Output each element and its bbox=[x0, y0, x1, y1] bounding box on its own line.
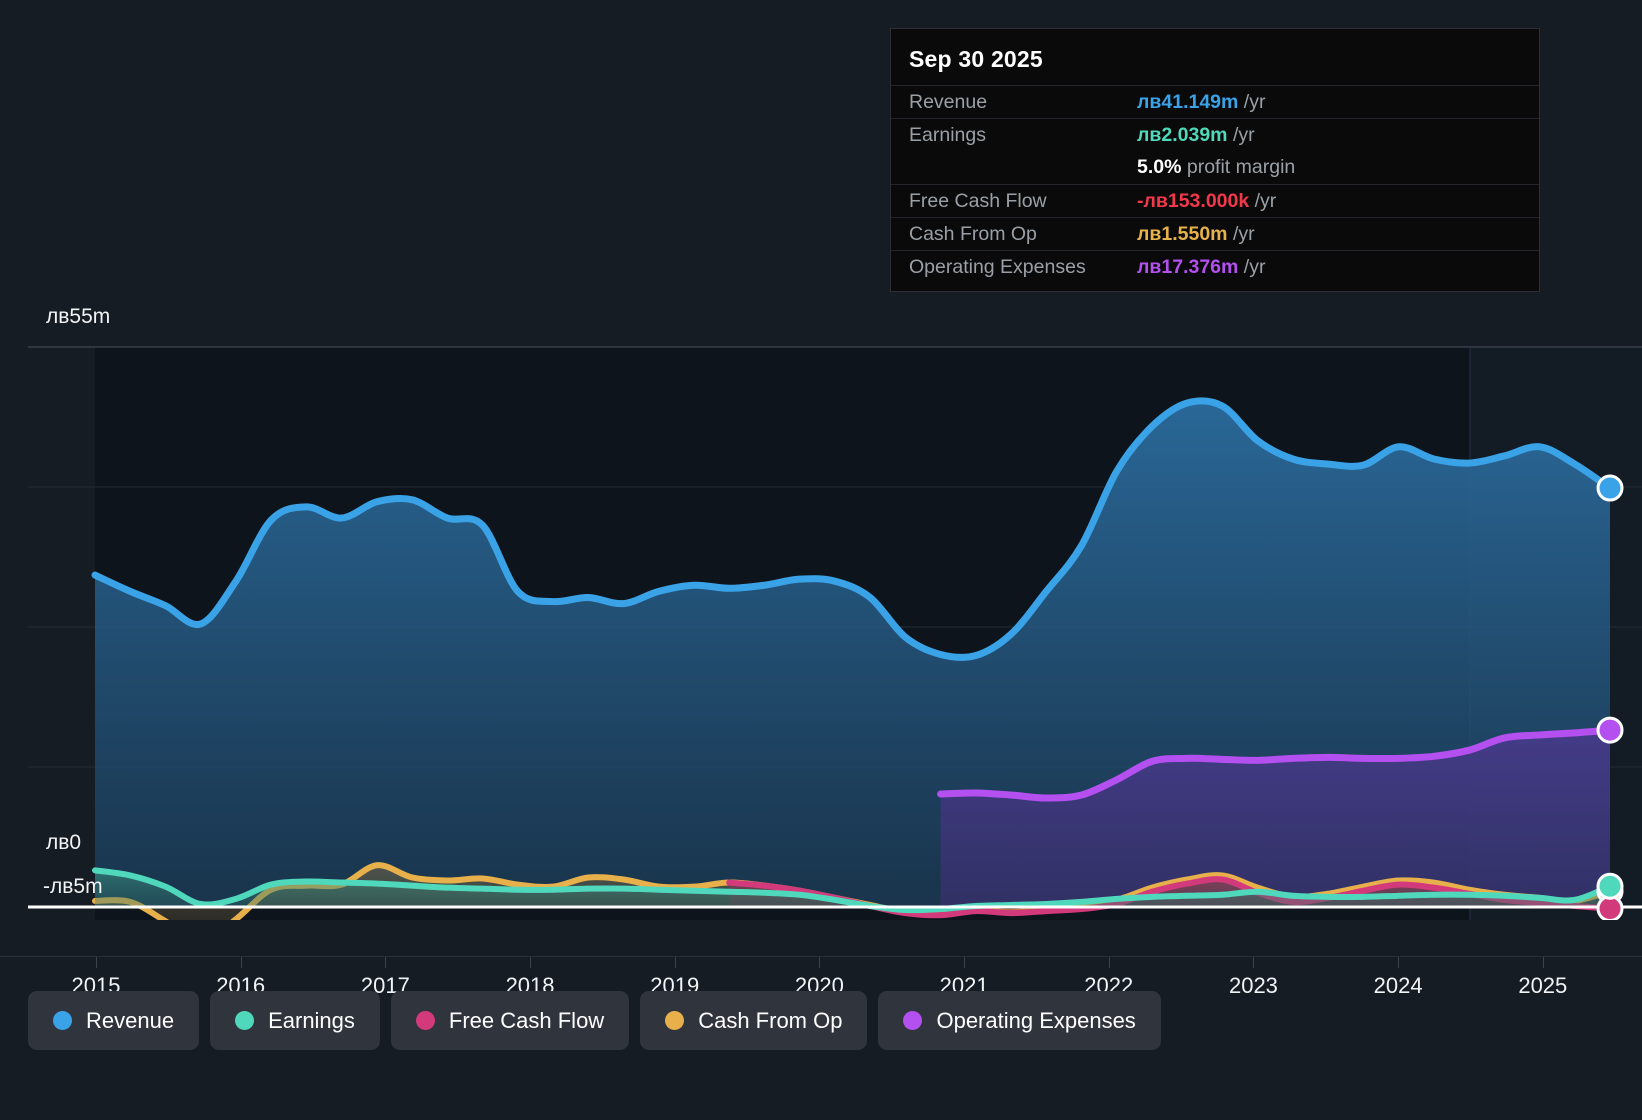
x-axis-label-2023: 2023 bbox=[1228, 973, 1278, 998]
x-axis-label-2024: 2024 bbox=[1373, 973, 1423, 998]
x-axis-tick bbox=[1542, 957, 1544, 968]
legend-item-cash-from-op[interactable]: Cash From Op bbox=[640, 991, 868, 1050]
x-axis-tick bbox=[674, 957, 676, 968]
summary-number-cash-from-op: лв1.550m bbox=[1137, 222, 1228, 245]
x-axis-tick bbox=[1253, 957, 1255, 968]
y-axis-label-zero: лв0 bbox=[46, 831, 82, 854]
legend-color-dot-icon bbox=[665, 1011, 685, 1030]
area-fill-operating-expenses bbox=[940, 730, 1610, 907]
summary-number-profit-margin: 5.0% bbox=[1137, 156, 1182, 178]
legend-item-revenue[interactable]: Revenue bbox=[28, 991, 200, 1050]
y-axis-label-negative: -лв5m bbox=[43, 875, 103, 898]
x-axis-tick bbox=[1108, 957, 1110, 968]
summary-unit-earnings: /yr bbox=[1232, 123, 1255, 146]
x-axis-tick bbox=[240, 957, 242, 968]
summary-value-operating-expenses: лв17.376m /yr bbox=[1137, 256, 1265, 279]
y-axis-label-top: лв55m bbox=[46, 305, 111, 328]
summary-row-revenue: Revenue лв41.149m /yr bbox=[891, 85, 1539, 118]
summary-number-revenue: лв41.149m bbox=[1137, 90, 1239, 113]
legend-label: Cash From Op bbox=[698, 1007, 843, 1033]
endpoint-marker-revenue bbox=[1596, 474, 1624, 502]
legend-color-dot-icon bbox=[235, 1011, 255, 1030]
series-line-revenue bbox=[91, 397, 1614, 661]
financial-area-chart bbox=[28, 346, 1642, 920]
legend-label: Free Cash Flow bbox=[448, 1007, 605, 1033]
summary-number-free-cash-flow: -лв153.000k bbox=[1137, 189, 1250, 212]
summary-value-free-cash-flow: -лв153.000k /yr bbox=[1137, 190, 1276, 213]
legend-color-dot-icon bbox=[53, 1011, 72, 1030]
chart-legend: Revenue Earnings Free Cash Flow Cash From O… bbox=[28, 991, 1161, 1050]
summary-unit-free-cash-flow: /yr bbox=[1254, 189, 1277, 212]
x-axis-tick bbox=[530, 957, 532, 968]
summary-value-earnings: лв2.039m /yr bbox=[1137, 124, 1255, 147]
legend-label: Operating Expenses bbox=[936, 1007, 1136, 1033]
legend-item-operating-expenses[interactable]: Operating Expenses bbox=[878, 991, 1161, 1050]
summary-row-earnings: Earnings лв2.039m /yr bbox=[891, 118, 1539, 151]
area-fill-earnings bbox=[95, 870, 1610, 911]
x-axis-rule bbox=[0, 956, 1642, 957]
summary-label-cash-from-op: Cash From Op bbox=[909, 222, 1037, 245]
summary-unit-cash-from-op: /yr bbox=[1232, 222, 1255, 245]
legend-item-free-cash-flow[interactable]: Free Cash Flow bbox=[390, 991, 630, 1050]
endpoint-marker-earnings bbox=[1596, 872, 1624, 900]
summary-unit-revenue: /yr bbox=[1243, 90, 1266, 113]
summary-row-cash-from-op: Cash From Op лв1.550m /yr bbox=[891, 217, 1539, 250]
summary-label-revenue: Revenue bbox=[909, 90, 988, 113]
summary-row-operating-expenses: Operating Expenses лв17.376m /yr bbox=[891, 250, 1539, 283]
legend-label: Earnings bbox=[268, 1007, 355, 1033]
summary-label-earnings: Earnings bbox=[909, 123, 986, 146]
summary-tooltip-card: Sep 30 2025 Revenue лв41.149m /yr Earnin… bbox=[890, 28, 1540, 292]
summary-label-operating-expenses: Operating Expenses bbox=[909, 255, 1086, 278]
x-axis-tick bbox=[819, 957, 821, 968]
summary-value-revenue: лв41.149m /yr bbox=[1137, 91, 1265, 114]
x-axis-tick bbox=[96, 957, 97, 968]
x-axis-tick bbox=[385, 957, 387, 968]
summary-card-title: Sep 30 2025 bbox=[909, 46, 1043, 72]
x-axis-tick bbox=[964, 957, 966, 968]
summary-row-free-cash-flow: Free Cash Flow -лв153.000k /yr bbox=[891, 184, 1539, 217]
summary-row-profit-margin: 5.0% profit margin bbox=[891, 151, 1539, 184]
x-axis-label-2025: 2025 bbox=[1518, 973, 1568, 998]
legend-item-earnings[interactable]: Earnings bbox=[210, 991, 380, 1050]
summary-label-free-cash-flow: Free Cash Flow bbox=[909, 189, 1047, 212]
summary-unit-operating-expenses: /yr bbox=[1243, 255, 1266, 278]
summary-value-profit-margin: 5.0% profit margin bbox=[1137, 156, 1295, 179]
summary-number-earnings: лв2.039m bbox=[1137, 123, 1228, 146]
legend-color-dot-icon bbox=[903, 1011, 923, 1030]
endpoint-marker-free-cash-flow bbox=[1596, 895, 1624, 920]
x-axis-tick bbox=[1398, 957, 1400, 968]
summary-unit-profit-margin: profit margin bbox=[1186, 156, 1296, 178]
legend-color-dot-icon bbox=[415, 1011, 435, 1030]
summary-number-operating-expenses: лв17.376m bbox=[1137, 255, 1239, 278]
series-line-earnings bbox=[92, 867, 1613, 914]
legend-label: Revenue bbox=[86, 1007, 175, 1033]
endpoint-marker-operating-expenses bbox=[1596, 716, 1624, 744]
series-line-operating-expenses bbox=[937, 726, 1614, 802]
summary-value-cash-from-op: лв1.550m /yr bbox=[1137, 223, 1255, 246]
